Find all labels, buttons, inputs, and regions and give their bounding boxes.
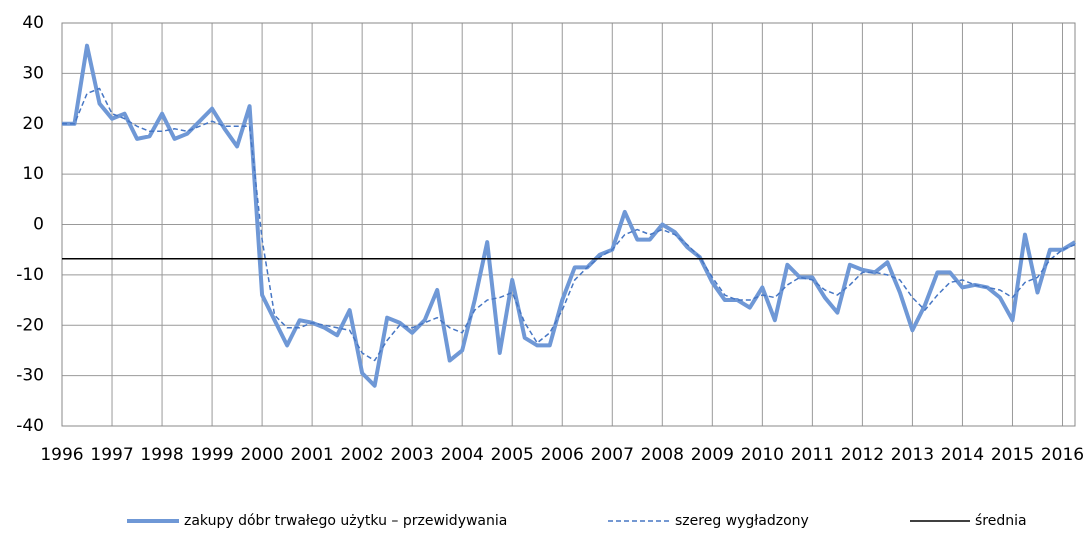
x-tick-label: 1998: [140, 445, 183, 465]
x-tick-label: 1997: [90, 445, 133, 465]
x-tick-label: 2005: [491, 445, 534, 465]
x-tick-label: 2003: [391, 445, 434, 465]
x-tick-label: 2014: [941, 445, 984, 465]
y-tick-label: -40: [16, 416, 44, 436]
y-tick-label: -30: [16, 366, 44, 386]
x-tick-label: 2012: [841, 445, 884, 465]
x-tick-label: 1999: [190, 445, 233, 465]
x-tick-label: 2016: [1041, 445, 1084, 465]
legend-label: średnia: [975, 513, 1027, 529]
plot-border: [61, 22, 1076, 427]
x-tick-label: 2008: [641, 445, 684, 465]
x-tick-label: 2015: [991, 445, 1034, 465]
x-tick-label: 2000: [240, 445, 283, 465]
x-tick-label: 2011: [791, 445, 834, 465]
series-line: [62, 87, 1076, 362]
legend-label: szereg wygładzony: [675, 513, 809, 529]
x-tick-label: 2002: [341, 445, 384, 465]
x-tick-label: 2001: [290, 445, 333, 465]
y-tick-label: -10: [16, 265, 44, 285]
legend-label: zakupy dóbr trwałego użytku – przewidywa…: [184, 513, 507, 529]
y-tick-label: -20: [16, 315, 44, 335]
series-line: [62, 43, 1077, 388]
x-tick-label: 1996: [40, 445, 83, 465]
y-tick-label: 10: [22, 164, 44, 184]
x-tick-label: 2004: [441, 445, 484, 465]
x-tick-label: 2006: [541, 445, 584, 465]
y-tick-label: 30: [22, 63, 44, 83]
y-tick-label: 20: [22, 114, 44, 134]
x-tick-label: 2007: [591, 445, 634, 465]
y-tick-label: 40: [22, 13, 44, 33]
x-tick-label: 2013: [891, 445, 934, 465]
x-tick-label: 2009: [691, 445, 734, 465]
y-tick-label: 0: [33, 215, 44, 235]
x-tick-label: 2010: [741, 445, 784, 465]
